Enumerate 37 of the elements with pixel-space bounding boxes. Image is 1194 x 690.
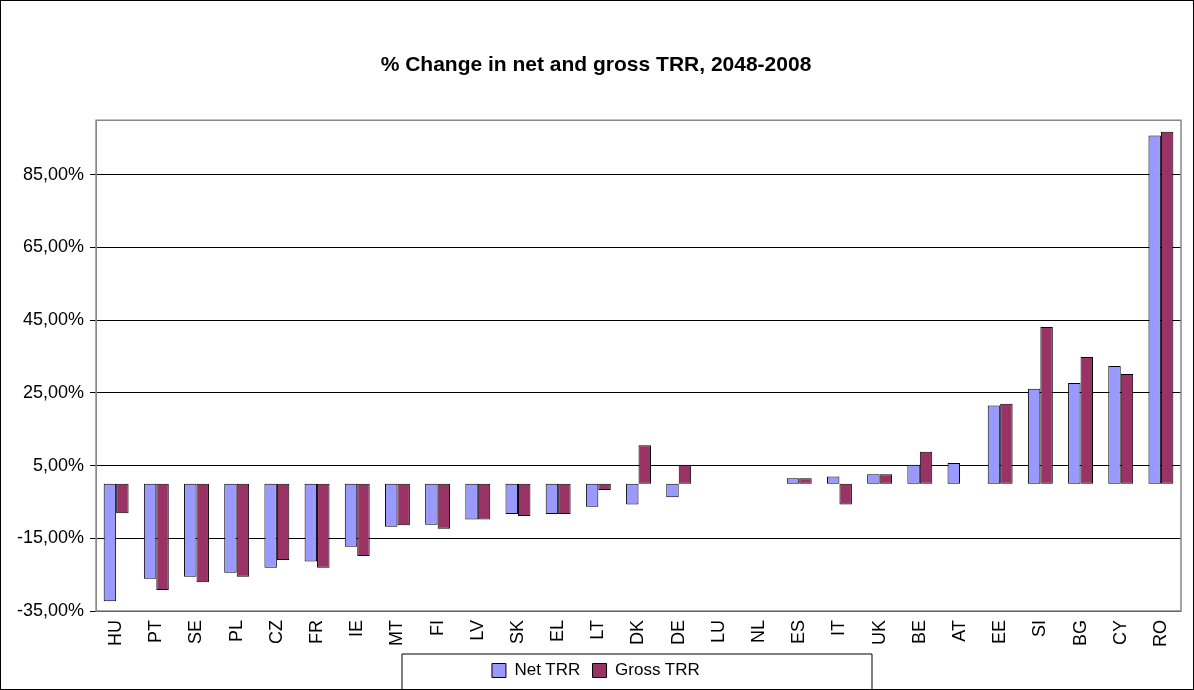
x-tick-label: AT	[948, 620, 969, 642]
x-tick-label: ES	[788, 620, 809, 645]
x-tick-label: FR	[306, 620, 327, 644]
x-tick-label: DE	[667, 620, 688, 646]
x-tick-label: LV	[466, 620, 487, 641]
x-tick-label: BE	[908, 620, 929, 645]
x-tick-label: IE	[346, 620, 367, 638]
legend-label: Net TRR	[514, 660, 581, 680]
x-tick-label: SK	[506, 620, 527, 645]
x-tick-label: PL	[225, 620, 246, 643]
x-tick-label: NL	[748, 620, 769, 644]
x-tick-label: EL	[547, 620, 568, 643]
x-tick-label: PT	[145, 620, 166, 644]
x-tick-label: RO	[1149, 620, 1170, 647]
x-tick-label: BG	[1069, 620, 1090, 647]
y-tick-label: 65,00%	[22, 236, 85, 257]
x-tick-label: CZ	[265, 620, 286, 644]
x-tick-label: SI	[1029, 620, 1050, 638]
chart-title: % Change in net and gross TRR, 2048-2008	[380, 52, 812, 76]
x-tick-label: SE	[185, 620, 206, 645]
y-tick-label: 45,00%	[22, 309, 85, 330]
x-tick-label: LT	[587, 620, 608, 640]
y-tick-label: -35,00%	[17, 599, 85, 620]
x-tick-label: CY	[1109, 620, 1130, 646]
x-tick-label: MT	[386, 620, 407, 646]
x-tick-label: LU	[707, 620, 728, 644]
x-tick-label: UK	[868, 620, 889, 646]
x-tick-label: DK	[627, 620, 648, 646]
x-tick-label: EE	[989, 620, 1010, 645]
y-tick-label: -15,00%	[17, 527, 85, 548]
legend-label: Gross TRR	[615, 660, 700, 680]
y-tick-label: 25,00%	[22, 381, 85, 402]
x-tick-label: HU	[105, 620, 126, 646]
x-tick-label: IT	[828, 620, 849, 636]
y-tick-label: 5,00%	[33, 454, 85, 475]
y-tick-label: 85,00%	[22, 163, 85, 184]
x-tick-label: FI	[426, 620, 447, 636]
